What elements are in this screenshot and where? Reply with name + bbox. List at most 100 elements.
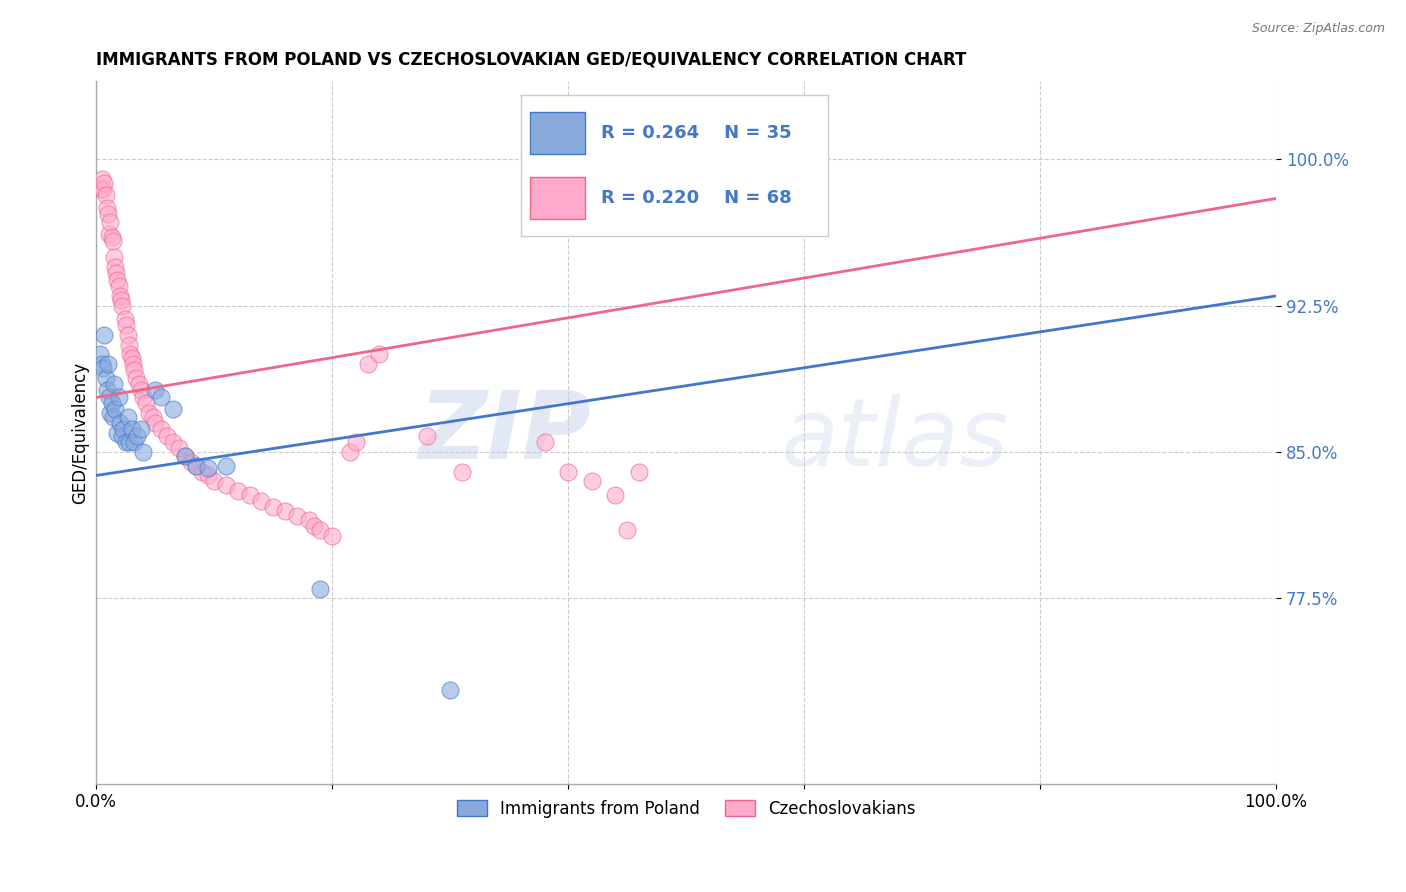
Point: [103, 376, 125, 391]
Point: [138, 406, 160, 420]
Point: [114, 318, 136, 333]
Point: [104, 260, 127, 274]
Point: [112, 422, 135, 436]
Point: [93, 176, 115, 190]
Point: [91, 357, 114, 371]
Point: [120, 347, 142, 361]
Point: [191, 465, 214, 479]
Point: [451, 465, 474, 479]
Point: [135, 396, 157, 410]
Point: [127, 429, 149, 443]
Point: [96, 201, 118, 215]
Point: [121, 357, 143, 371]
Text: IMMIGRANTS FROM POLAND VS CZECHOSLOVAKIAN GED/EQUIVALENCY CORRELATION CHART: IMMIGRANTS FROM POLAND VS CZECHOSLOVAKIA…: [96, 51, 966, 69]
Point: [162, 402, 184, 417]
Point: [117, 409, 139, 424]
Point: [122, 435, 145, 450]
Point: [98, 215, 121, 229]
Point: [110, 293, 132, 307]
Point: [121, 422, 143, 436]
Point: [118, 337, 141, 351]
Point: [97, 207, 120, 221]
Point: [143, 383, 166, 397]
Point: [215, 478, 238, 492]
Point: [173, 449, 195, 463]
Point: [125, 371, 148, 385]
Legend: Immigrants from Poland, Czechoslovakians: Immigrants from Poland, Czechoslovakians: [450, 793, 922, 824]
Point: [117, 328, 139, 343]
Text: atlas: atlas: [780, 394, 1008, 485]
Point: [439, 683, 461, 698]
Point: [101, 235, 124, 249]
Point: [274, 503, 297, 517]
Point: [108, 416, 131, 430]
Point: [129, 422, 152, 436]
Point: [239, 488, 262, 502]
Point: [297, 513, 319, 527]
Point: [415, 429, 437, 443]
Y-axis label: GED/Equivalency: GED/Equivalency: [72, 361, 89, 504]
Point: [107, 279, 129, 293]
Point: [215, 458, 238, 473]
Point: [202, 475, 225, 489]
Point: [91, 172, 114, 186]
Point: [91, 181, 114, 195]
Text: Source: ZipAtlas.com: Source: ZipAtlas.com: [1251, 22, 1385, 36]
Point: [129, 383, 152, 397]
Point: [111, 429, 134, 443]
Point: [107, 391, 129, 405]
Point: [368, 347, 391, 361]
Point: [114, 435, 136, 450]
Point: [616, 523, 638, 537]
Point: [97, 357, 120, 371]
Point: [93, 328, 115, 343]
Point: [114, 312, 136, 326]
Point: [107, 425, 129, 440]
Point: [627, 465, 650, 479]
Point: [121, 351, 143, 366]
Point: [103, 250, 125, 264]
Point: [132, 391, 155, 405]
Point: [104, 402, 127, 417]
Point: [167, 441, 190, 455]
Point: [98, 391, 121, 405]
Point: [197, 468, 219, 483]
Point: [91, 361, 114, 376]
Point: [94, 187, 117, 202]
Point: [128, 376, 150, 391]
Point: [101, 409, 124, 424]
Text: ZIP: ZIP: [419, 386, 592, 478]
Point: [108, 289, 131, 303]
Point: [533, 435, 555, 450]
Point: [100, 230, 122, 244]
Point: [344, 435, 367, 450]
Point: [173, 449, 195, 463]
Point: [262, 500, 284, 514]
Point: [132, 445, 155, 459]
Point: [162, 435, 184, 450]
Point: [356, 357, 378, 371]
Point: [186, 458, 208, 473]
Point: [197, 460, 219, 475]
Point: [309, 523, 332, 537]
Point: [557, 465, 579, 479]
Point: [180, 455, 202, 469]
Point: [122, 363, 145, 377]
Point: [89, 347, 111, 361]
Point: [150, 391, 173, 405]
Point: [321, 529, 343, 543]
Point: [111, 299, 134, 313]
Point: [605, 488, 627, 502]
Point: [94, 371, 117, 385]
Point: [142, 409, 165, 424]
Point: [98, 227, 121, 241]
Point: [143, 416, 166, 430]
Point: [250, 493, 273, 508]
Point: [186, 458, 208, 473]
Point: [156, 429, 179, 443]
Point: [98, 406, 121, 420]
Point: [226, 484, 249, 499]
Point: [150, 422, 173, 436]
Point: [339, 445, 361, 459]
Point: [285, 509, 308, 524]
